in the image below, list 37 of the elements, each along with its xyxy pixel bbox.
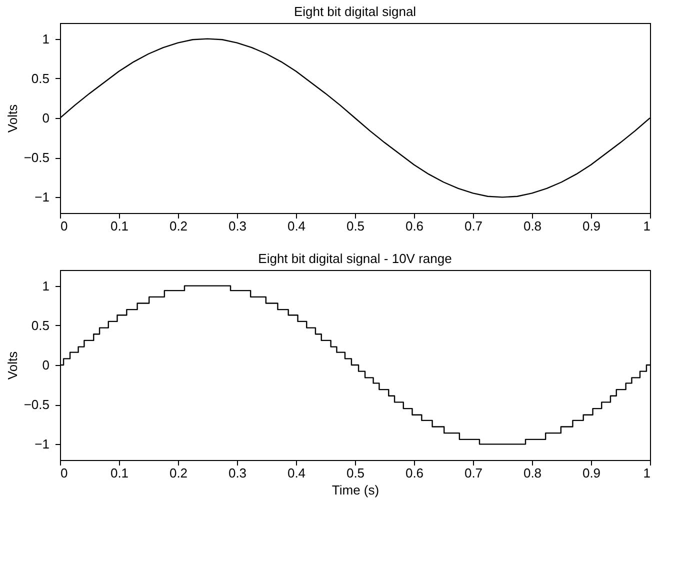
x-tick-label: 0.3 (228, 466, 247, 480)
y-tick-label: 1 (42, 278, 50, 294)
x-tick-label: 0.7 (464, 466, 483, 480)
x-tick-label: 0.2 (169, 218, 188, 234)
x-tick-label: 0.5 (346, 466, 365, 480)
y-tick-label: 0 (42, 110, 50, 126)
x-tick-label: 0.1 (110, 466, 129, 480)
y-tick-label: −1 (34, 190, 50, 205)
x-tick-label: 0.3 (228, 218, 247, 234)
x-tick-label: 0.8 (523, 218, 542, 234)
y-tick-label: 0 (42, 358, 50, 372)
y-tick-label: −0.5 (24, 150, 50, 166)
x-tick-label: 0.6 (405, 466, 424, 480)
x-tick-label: 0.4 (287, 218, 306, 234)
x-tick-label: 0 (60, 466, 68, 480)
x-tick-label: 0.4 (287, 466, 306, 480)
x-tick-label: 0.2 (169, 466, 188, 480)
x-tick-label: 0.9 (582, 218, 601, 234)
x-tick-label: 1 (643, 466, 650, 480)
x-tick-label: 0.6 (405, 218, 424, 234)
y-axis-title: Volts (4, 104, 20, 133)
y-tick-label: 1 (42, 31, 50, 46)
chart-title: Eight bit digital signal - 10V range (258, 251, 452, 266)
x-tick-label: 0 (60, 218, 68, 234)
x-tick-label: 0.5 (346, 218, 365, 234)
x-tick-label: 0.7 (464, 218, 483, 234)
y-tick-label: 0.5 (31, 70, 50, 86)
x-tick-label: 1 (643, 218, 650, 234)
x-tick-label: 0.8 (523, 466, 542, 480)
chart-title: Eight bit digital signal (294, 4, 416, 19)
x-tick-label: 0.9 (582, 466, 601, 480)
y-tick-label: −1 (34, 436, 50, 452)
y-axis-title: Volts (4, 350, 20, 380)
x-tick-label: 0.1 (110, 218, 129, 234)
x-axis-title: Time (s) (332, 482, 380, 498)
y-tick-label: −0.5 (24, 397, 50, 412)
y-tick-label: 0.5 (31, 318, 50, 333)
